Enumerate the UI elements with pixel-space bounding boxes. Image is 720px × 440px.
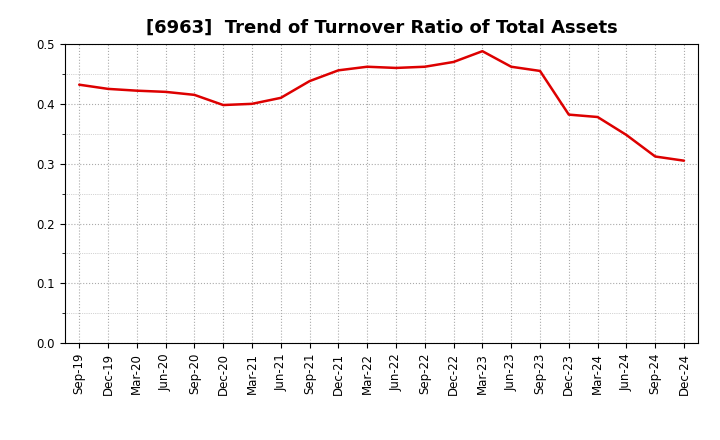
Title: [6963]  Trend of Turnover Ratio of Total Assets: [6963] Trend of Turnover Ratio of Total … (145, 19, 618, 37)
